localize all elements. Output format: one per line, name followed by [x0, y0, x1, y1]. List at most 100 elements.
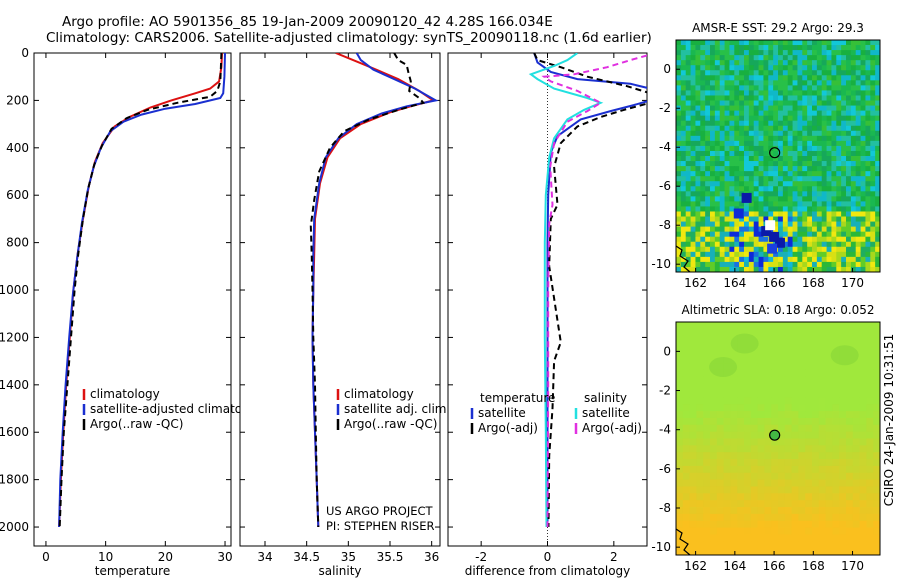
map-cell	[724, 150, 730, 157]
map-cell	[690, 251, 696, 258]
map-cell	[696, 493, 704, 501]
map-cell	[818, 507, 826, 515]
map-cell	[729, 85, 735, 91]
map-cell	[753, 115, 759, 122]
map-cell	[696, 397, 704, 405]
map-cell	[723, 411, 731, 419]
map-cell	[846, 424, 854, 433]
map-cell	[685, 140, 691, 147]
map-cell	[714, 171, 721, 177]
map-cell	[723, 472, 731, 481]
map-cell	[836, 211, 842, 217]
map-cell	[831, 140, 837, 147]
map-cell	[825, 356, 833, 364]
map-cell	[782, 110, 789, 117]
map-cell	[805, 507, 813, 515]
map-cell	[682, 513, 690, 522]
map-cell	[680, 161, 687, 167]
map-cell	[807, 171, 813, 177]
map-cell	[676, 363, 684, 371]
map-cell	[818, 424, 826, 433]
map-cell	[723, 507, 731, 515]
map-cell	[846, 150, 852, 157]
map-cell	[832, 411, 840, 419]
map-cell	[797, 246, 803, 253]
map-cell	[695, 140, 701, 147]
amsre_sst_map-title: AMSR-E SST: 29.2 Argo: 29.3	[692, 21, 864, 35]
map-cell	[807, 211, 813, 217]
map-cell	[773, 176, 779, 182]
amsre_sst_map-cells	[676, 40, 881, 273]
map-cell	[685, 90, 691, 96]
map-cell	[797, 231, 803, 238]
map-cell	[723, 493, 731, 501]
map-cell	[807, 90, 813, 96]
map-cell	[860, 55, 866, 61]
map-cell	[841, 206, 847, 212]
map-cell	[865, 231, 871, 238]
map-cell	[846, 196, 852, 202]
map-cell	[846, 266, 852, 273]
map-cell	[821, 231, 827, 238]
map-cell	[855, 266, 861, 273]
map-cell	[724, 181, 730, 187]
map-cell	[826, 176, 832, 182]
map-cell	[825, 363, 833, 371]
map-cell	[782, 60, 789, 66]
map-cell	[778, 349, 786, 357]
map-cell	[696, 548, 704, 556]
map-cell	[782, 70, 789, 76]
map-cell	[831, 216, 837, 222]
map-cell	[812, 140, 818, 147]
map-cell	[768, 75, 774, 81]
map-cell	[767, 243, 778, 254]
map-cell	[696, 445, 704, 453]
map-cell	[685, 105, 691, 112]
map-cell	[719, 135, 725, 142]
map-cell	[802, 40, 808, 46]
map-cell	[744, 226, 750, 233]
map-cell	[832, 541, 840, 549]
map-cell	[695, 171, 701, 177]
map-cell	[782, 125, 789, 132]
map-cell	[764, 342, 772, 350]
map-cell	[855, 140, 861, 147]
map-cell	[866, 349, 874, 357]
map-cell	[860, 251, 866, 258]
map-cell	[832, 534, 840, 542]
map-cell	[812, 216, 818, 222]
map-cell	[748, 231, 755, 238]
map-cell	[860, 80, 866, 86]
map-cell	[729, 100, 735, 106]
map-cell	[748, 95, 755, 101]
map-cell	[719, 181, 725, 187]
map-cell	[818, 479, 826, 487]
map-cell	[831, 105, 837, 112]
y-tick-label: 800	[6, 236, 29, 250]
map-cell	[855, 171, 861, 177]
map-cell	[875, 135, 881, 142]
map-cell	[852, 465, 860, 474]
map-cell	[750, 417, 758, 426]
map-cell	[710, 161, 716, 167]
map-cell	[782, 156, 789, 162]
map-cell	[730, 486, 738, 494]
map-cell	[690, 206, 696, 212]
map-cell	[763, 241, 769, 248]
map-cell	[812, 349, 820, 357]
map-cell	[734, 191, 740, 197]
map-cell	[682, 369, 690, 378]
map-cell	[729, 145, 735, 152]
map-cell	[797, 95, 803, 101]
map-cell	[705, 246, 711, 253]
map-cell	[737, 493, 745, 501]
map-cell	[841, 135, 847, 142]
map-cell	[875, 176, 881, 182]
map-cell	[821, 186, 827, 192]
map-cell	[729, 95, 735, 101]
map-cell	[805, 369, 813, 378]
map-cell	[875, 206, 881, 212]
map-cell	[757, 513, 765, 522]
map-cell	[812, 424, 820, 433]
map-cell	[831, 135, 837, 142]
